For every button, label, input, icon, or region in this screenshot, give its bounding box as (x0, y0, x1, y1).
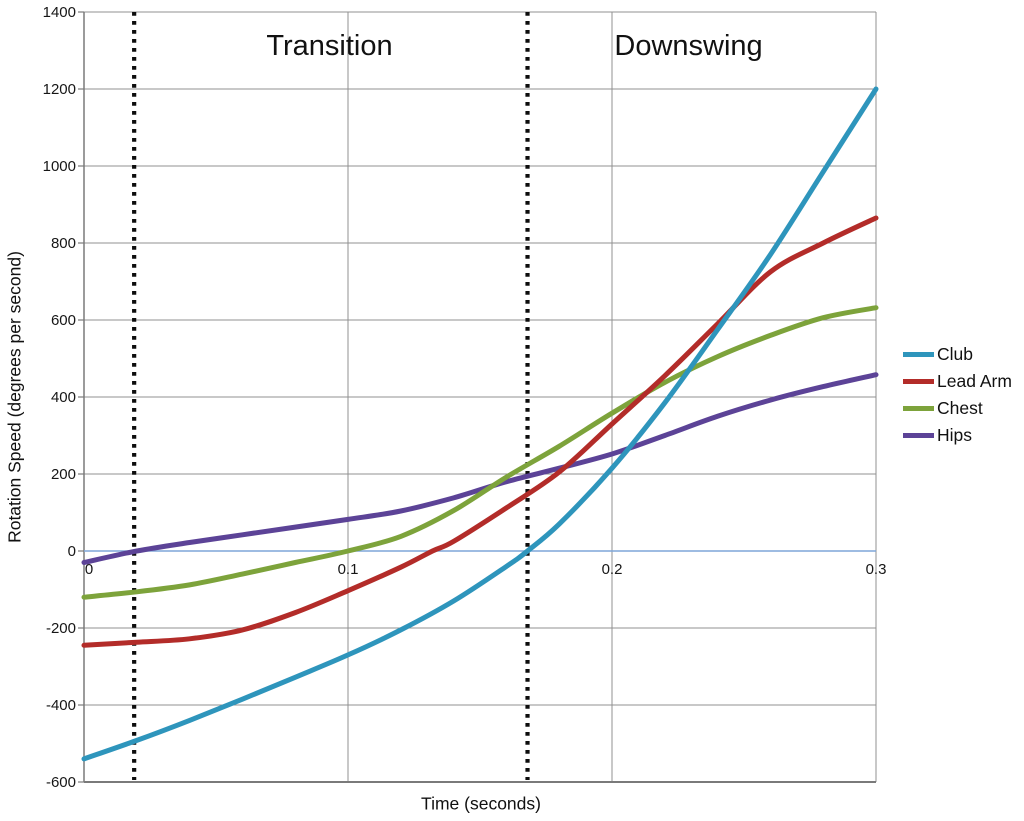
legend-item-lead-arm: Lead Arm (903, 368, 1012, 395)
legend-swatch-icon (903, 352, 934, 357)
y-tick-label: 1400 (42, 3, 76, 21)
legend-label: Lead Arm (937, 371, 1012, 391)
legend-label: Club (937, 344, 973, 364)
y-tick-label: 0 (67, 542, 76, 560)
x-tick-label: 0.3 (865, 561, 887, 578)
series-line-chest (81, 305, 879, 600)
legend-swatch-icon (903, 406, 934, 411)
y-tick-label: -400 (45, 696, 76, 714)
phase-label-downswing: Downswing (614, 30, 763, 62)
legend-item-club: Club (903, 341, 1012, 368)
y-tick-label: 800 (50, 234, 76, 252)
legend-label: Hips (937, 425, 973, 445)
y-tick-label: 200 (50, 465, 76, 483)
legend-label: Chest (937, 398, 983, 418)
y-tick-label: 1200 (42, 80, 76, 98)
y-tick-label: 1000 (42, 157, 76, 175)
legend-item-hips: Hips (903, 422, 1012, 449)
x-tick-label: 0.1 (337, 561, 359, 578)
series-line-club (81, 86, 879, 762)
x-tick-label: 0.2 (601, 561, 623, 578)
y-tick-label: -600 (45, 773, 76, 791)
legend-item-chest: Chest (903, 395, 1012, 422)
y-tick-label: 600 (50, 311, 76, 329)
legend: Club Lead Arm Chest Hips (903, 341, 1012, 449)
phase-label-transition: Transition (266, 30, 393, 62)
x-axis-title: Time (seconds) (421, 793, 541, 814)
legend-swatch-icon (903, 379, 934, 384)
y-tick-label: -200 (45, 619, 76, 637)
x-tick-label: 0 (84, 561, 94, 578)
y-axis-title: Rotation Speed (degrees per second) (4, 251, 25, 543)
y-tick-label: 400 (50, 388, 76, 406)
legend-swatch-icon (903, 433, 934, 438)
series-line-hips (81, 372, 879, 565)
